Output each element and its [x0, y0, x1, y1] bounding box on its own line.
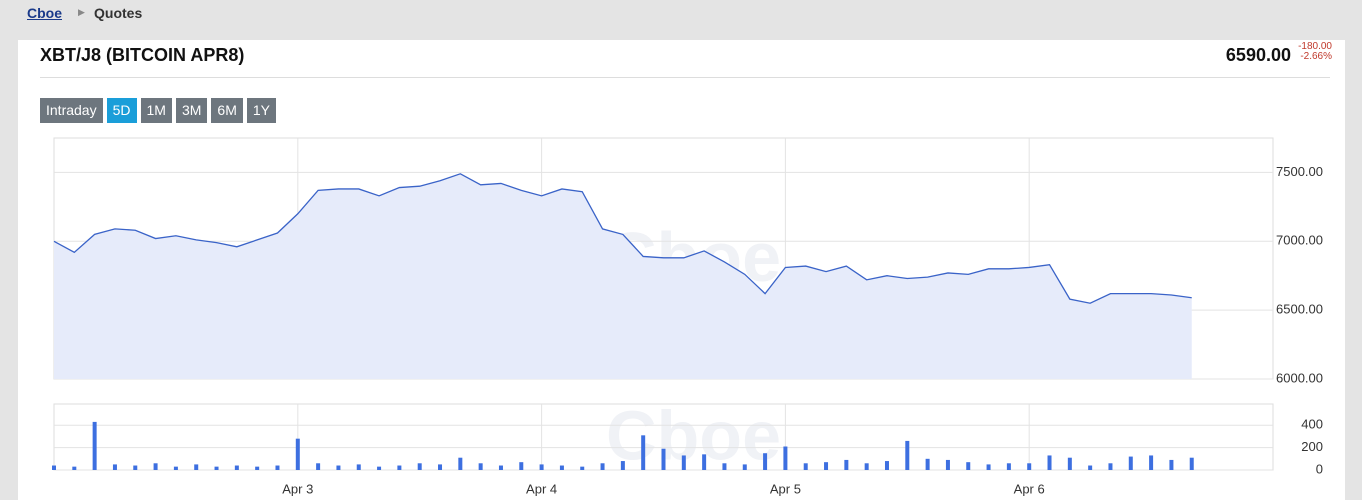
volume-bar [539, 464, 544, 470]
y-tick-label: 200 [1301, 439, 1323, 454]
volume-bar [275, 465, 280, 470]
volume-bar [194, 464, 199, 470]
volume-bar [742, 464, 747, 470]
volume-bar [1047, 455, 1052, 470]
range-buttons: Intraday 5D 1M 3M 6M 1Y [40, 98, 276, 123]
volume-bar [397, 465, 402, 470]
volume-bar [173, 466, 178, 470]
volume-bar [153, 463, 158, 470]
volume-bar [1149, 455, 1154, 470]
quote-title: XBT/J8 (BITCOIN APR8) [40, 45, 245, 65]
volume-bar [1128, 456, 1133, 470]
volume-bar [681, 455, 686, 470]
volume-bar [133, 465, 138, 470]
volume-bar [336, 465, 341, 470]
range-button[interactable]: 3M [175, 98, 208, 123]
volume-bar [519, 462, 524, 470]
y-tick-label: 7500.00 [1276, 164, 1323, 179]
volume-bar [1088, 465, 1093, 470]
volume-bar [803, 463, 808, 470]
x-tick-label: Apr 4 [526, 481, 557, 496]
volume-bar [1108, 463, 1113, 470]
breadcrumb-bar: Cboe ▶ Quotes [0, 0, 1362, 40]
volume-bar [783, 446, 788, 470]
volume-bar [763, 453, 768, 470]
breadcrumb-separator: ▶ [78, 7, 85, 17]
range-button[interactable]: 6M [211, 98, 243, 123]
volume-bar [356, 464, 361, 470]
volume-bar [580, 466, 585, 470]
volume-bar [112, 464, 117, 470]
volume-bar [316, 463, 321, 470]
watermark: Cboe [606, 396, 781, 474]
y-tick-label: 7000.00 [1276, 233, 1323, 248]
range-button[interactable]: 1Y [246, 98, 276, 123]
quote-change: -180.00 -2.66% [1298, 42, 1332, 62]
change-value: -180.00 [1298, 41, 1332, 52]
x-tick-label: Apr 5 [770, 481, 801, 496]
volume-bar [498, 465, 503, 470]
price-area [54, 173, 1192, 379]
volume-bar [234, 465, 239, 470]
volume-bar [641, 435, 646, 470]
range-button[interactable]: 1M [140, 98, 172, 123]
volume-bar [1169, 459, 1174, 470]
volume-bar [966, 462, 971, 470]
volume-bar [702, 454, 707, 470]
x-tick-label: Apr 3 [282, 481, 313, 496]
range-button[interactable]: 5D [106, 98, 137, 123]
volume-bar [377, 466, 382, 470]
price-line [53, 173, 1192, 304]
volume-bar [722, 463, 727, 470]
volume-bar [214, 466, 219, 470]
quote-card: XBT/J8 (BITCOIN APR8) 6590.00 -180.00 -2.… [18, 40, 1345, 500]
volume-bar [925, 458, 930, 470]
x-tick-label: Apr 6 [1014, 481, 1045, 496]
volume-bar [661, 448, 666, 470]
volume-bar [884, 461, 889, 470]
y-tick-label: 6500.00 [1276, 302, 1323, 317]
volume-bar [864, 463, 869, 470]
volume-bar [417, 463, 422, 470]
volume-bar [844, 459, 849, 470]
volume-bar [986, 464, 991, 470]
volume-bar [1189, 457, 1194, 470]
quote-price: 6590.00 [1225, 45, 1291, 65]
volume-bar [92, 421, 97, 470]
y-tick-label: 0 [1316, 461, 1323, 476]
y-tick-label: 6000.00 [1276, 370, 1323, 385]
volume-bar [1067, 457, 1072, 470]
range-button[interactable]: Intraday [40, 98, 103, 123]
volume-bar [295, 438, 300, 470]
change-percent: -2.66% [1300, 51, 1332, 62]
volume-bar [458, 457, 463, 470]
breadcrumb-link[interactable]: Cboe [27, 5, 62, 21]
volume-bar [600, 463, 605, 470]
y-tick-label: 400 [1301, 417, 1323, 432]
volume-bar [945, 459, 950, 470]
volume-bar [1006, 463, 1011, 470]
volume-bar [559, 465, 564, 470]
divider [40, 77, 1330, 78]
volume-bar [478, 463, 483, 470]
volume-bar [255, 466, 260, 470]
volume-bar [52, 465, 56, 470]
volume-bar [1027, 463, 1032, 470]
volume-bar [824, 462, 829, 470]
volume-bar [620, 461, 625, 470]
volume-bar [438, 464, 443, 470]
breadcrumb-current: Quotes [94, 5, 143, 21]
volume-bar [905, 440, 910, 470]
volume-bar [72, 466, 77, 470]
